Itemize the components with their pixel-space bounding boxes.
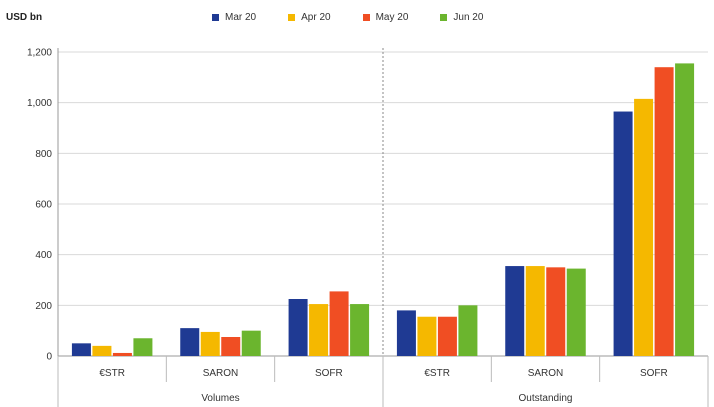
y-tick-label: 200 [35,301,52,312]
bar-mar-20 [396,310,416,356]
bar-mar-20 [71,343,91,356]
bar-mar-20 [288,299,308,356]
legend-swatch-jun [440,14,448,21]
x-tick-label: SOFR [640,368,668,379]
bar-jun-20 [350,304,370,356]
bar-jun-20 [241,330,261,356]
legend-item-may: May 20 [362,12,409,23]
y-tick-label: 600 [35,200,52,211]
x-tick-label: €STR [424,368,450,379]
bar-apr-20 [309,304,329,356]
x-tick-label: €STR [99,368,125,379]
y-tick-label: 400 [35,250,52,261]
legend-swatch-apr [288,14,296,21]
bar-mar-20 [613,111,633,357]
bar-may-20 [221,337,241,356]
legend-label-may: May 20 [375,12,409,23]
bar-may-20 [654,67,674,356]
legend-label-jun: Jun 20 [453,12,484,23]
bar-mar-20 [180,328,200,356]
legend-label-apr: Apr 20 [301,12,331,23]
bar-jun-20 [133,338,153,356]
bar-may-20 [437,316,457,356]
bar-jun-20 [566,268,586,356]
bar-apr-20 [525,266,545,356]
bar-may-20 [112,352,132,356]
y-tick-label: 800 [35,149,52,160]
bar-apr-20 [200,331,220,356]
bar-jun-20 [675,63,695,357]
legend-label-mar: Mar 20 [225,12,257,23]
legend-item-jun: Jun 20 [440,12,483,23]
group-label: Outstanding [519,393,573,404]
legend-swatch-mar [212,14,219,21]
bar-mar-20 [505,266,525,356]
bar-may-20 [329,291,349,356]
y-tick-label: 1,000 [27,98,52,109]
bar-apr-20 [92,345,112,356]
bar-jun-20 [458,305,478,356]
legend-item-mar: Mar 20 [212,12,256,23]
unit-label: USD bn [6,12,43,23]
group-label: Volumes [201,393,239,404]
bar-apr-20 [634,98,654,356]
bar-may-20 [546,267,566,356]
legend-swatch-may [362,14,370,21]
bar-apr-20 [417,316,437,356]
x-tick-label: SARON [203,368,239,379]
legend-item-apr: Apr 20 [288,12,331,23]
y-tick-label: 0 [46,352,52,363]
legend: Mar 20 Apr 20 May 20 Jun 20 [212,12,515,23]
y-tick-label: 1,200 [27,48,52,59]
x-tick-label: SOFR [315,368,343,379]
x-tick-label: SARON [528,368,564,379]
